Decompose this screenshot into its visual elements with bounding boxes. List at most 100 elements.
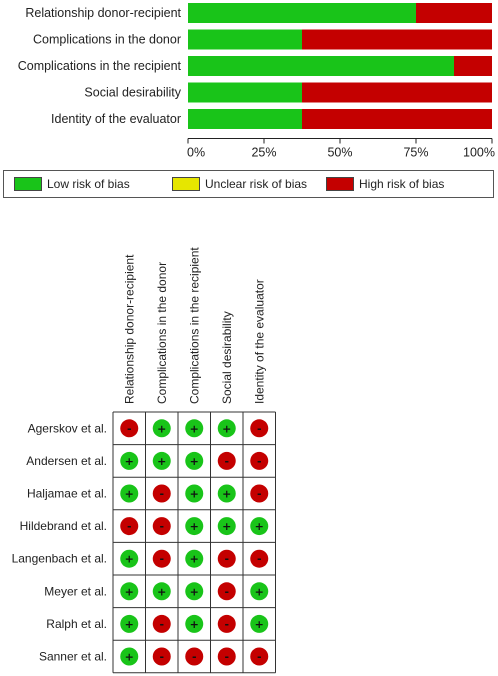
plus-sign: +	[255, 585, 264, 598]
study-label-haljamae-et-al: Haljamae et al.	[27, 487, 107, 501]
judgement-low-hildebrand-et-al-complications-in-the-recipient: +	[185, 517, 204, 536]
minus-sign: -	[224, 651, 229, 664]
category-label-complications-in-the-recipient: Complications in the recipient	[18, 59, 182, 73]
high-risk-circle	[250, 419, 269, 438]
low-risk-circle	[120, 647, 139, 666]
plus-sign: +	[255, 520, 264, 533]
judgement-high-hildebrand-et-al-relationship-donor-recipient: -	[120, 517, 139, 536]
high-risk-circle	[250, 647, 269, 666]
judgement-high-agerskov-et-al-relationship-donor-recipient: -	[120, 419, 139, 438]
low-risk-circle	[185, 582, 204, 601]
study-label-hildebrand-et-al: Hildebrand et al.	[20, 519, 107, 533]
judgement-high-ralph-et-al-social-desirability: -	[217, 614, 236, 633]
study-label-sanner-et-al: Sanner et al.	[39, 650, 107, 664]
low-risk-circle	[120, 549, 139, 568]
x-tick-label-1: 25%	[251, 146, 276, 160]
judgement-high-ralph-et-al-complications-in-the-donor: -	[152, 614, 171, 633]
minus-sign: -	[224, 618, 229, 631]
domain-header-identity-of-the-evaluator: Identity of the evaluator	[252, 279, 266, 404]
legend-swatch-low	[14, 177, 42, 191]
bar-high-risk-of-bias-complications-in-the-donor	[302, 29, 492, 50]
low-risk-circle	[185, 614, 204, 633]
judgement-low-meyer-et-al-complications-in-the-recipient: +	[185, 582, 204, 601]
study-label-meyer-et-al: Meyer et al.	[44, 584, 107, 598]
low-risk-circle	[250, 517, 269, 536]
plus-sign: +	[222, 488, 231, 501]
legend-item-unclear: Unclear risk of bias	[172, 176, 307, 192]
judgement-low-hildebrand-et-al-identity-of-the-evaluator: +	[250, 517, 269, 536]
low-risk-circle	[120, 582, 139, 601]
plus-sign: +	[157, 422, 166, 435]
minus-sign: -	[159, 651, 164, 664]
high-risk-circle	[120, 517, 139, 536]
category-label-complications-in-the-donor: Complications in the donor	[33, 33, 181, 47]
minus-sign: -	[192, 651, 197, 664]
low-risk-circle	[120, 614, 139, 633]
high-risk-circle	[152, 517, 171, 536]
high-risk-circle	[250, 484, 269, 503]
high-risk-circle	[250, 549, 269, 568]
judgement-high-haljamae-et-al-complications-in-the-donor: -	[152, 484, 171, 503]
low-risk-circle	[185, 517, 204, 536]
judgement-low-sanner-et-al-relationship-donor-recipient: +	[120, 647, 139, 666]
judgement-low-andersen-et-al-relationship-donor-recipient: +	[120, 451, 139, 470]
plus-sign: +	[222, 422, 231, 435]
bar-high-risk-of-bias-identity-of-the-evaluator	[302, 109, 492, 129]
legend-item-low: Low risk of bias	[14, 176, 130, 192]
plus-sign: +	[125, 488, 134, 501]
judgement-high-haljamae-et-al-identity-of-the-evaluator: -	[250, 484, 269, 503]
judgement-high-langenbach-et-al-social-desirability: -	[217, 549, 236, 568]
legend-swatch-high	[326, 177, 354, 191]
high-risk-circle	[217, 549, 236, 568]
plus-sign: +	[190, 553, 199, 566]
domain-header-complications-in-the-recipient: Complications in the recipient	[187, 247, 201, 404]
low-risk-circle	[152, 451, 171, 470]
judgement-high-sanner-et-al-identity-of-the-evaluator: -	[250, 647, 269, 666]
plus-sign: +	[125, 553, 134, 566]
low-risk-circle	[152, 419, 171, 438]
domain-header-social-desirability: Social desirability	[220, 311, 234, 404]
judgement-low-haljamae-et-al-social-desirability: +	[217, 484, 236, 503]
bar-low-risk-of-bias-complications-in-the-donor	[188, 29, 302, 50]
plus-sign: +	[125, 618, 134, 631]
category-label-identity-of-the-evaluator: Identity of the evaluator	[51, 112, 181, 126]
study-label-langenbach-et-al: Langenbach et al.	[12, 552, 107, 566]
minus-sign: -	[224, 585, 229, 598]
judgement-high-sanner-et-al-social-desirability: -	[217, 647, 236, 666]
low-risk-circle	[217, 517, 236, 536]
minus-sign: -	[127, 422, 132, 435]
x-tick-label-0: 0%	[187, 146, 205, 160]
risk-of-bias-summary-grid: Relationship donor-recipient Complication…	[12, 247, 276, 674]
judgement-low-ralph-et-al-complications-in-the-recipient: +	[185, 614, 204, 633]
judgement-low-langenbach-et-al-complications-in-the-recipient: +	[185, 549, 204, 568]
judgement-low-andersen-et-al-complications-in-the-donor: +	[152, 451, 171, 470]
minus-sign: -	[159, 488, 164, 501]
bar-low-risk-of-bias-relationship-donor-recipient	[188, 3, 416, 23]
x-tick-label-2: 50%	[327, 146, 352, 160]
judgement-low-langenbach-et-al-relationship-donor-recipient: +	[120, 549, 139, 568]
low-risk-circle	[120, 451, 139, 470]
bar-low-risk-of-bias-identity-of-the-evaluator	[188, 109, 302, 129]
minus-sign: -	[159, 618, 164, 631]
category-label-relationship-donor-recipient: Relationship donor-recipient	[25, 6, 181, 20]
judgement-high-agerskov-et-al-identity-of-the-evaluator: -	[250, 419, 269, 438]
plus-sign: +	[190, 520, 199, 533]
plus-sign: +	[190, 455, 199, 468]
study-label-andersen-et-al: Andersen et al.	[26, 454, 107, 468]
plus-sign: +	[190, 488, 199, 501]
high-risk-circle	[152, 549, 171, 568]
judgement-low-meyer-et-al-identity-of-the-evaluator: +	[250, 582, 269, 601]
minus-sign: -	[127, 520, 132, 533]
low-risk-circle	[152, 582, 171, 601]
legend-swatch-unclear	[172, 177, 200, 191]
low-risk-circle	[250, 582, 269, 601]
high-risk-circle	[217, 451, 236, 470]
judgement-low-hildebrand-et-al-social-desirability: +	[217, 517, 236, 536]
bar-low-risk-of-bias-social-desirability	[188, 82, 302, 103]
judgement-low-ralph-et-al-relationship-donor-recipient: +	[120, 614, 139, 633]
judgement-high-andersen-et-al-social-desirability: -	[217, 451, 236, 470]
minus-sign: -	[224, 455, 229, 468]
judgement-low-agerskov-et-al-complications-in-the-recipient: +	[185, 419, 204, 438]
plus-sign: +	[255, 618, 264, 631]
low-risk-circle	[185, 451, 204, 470]
